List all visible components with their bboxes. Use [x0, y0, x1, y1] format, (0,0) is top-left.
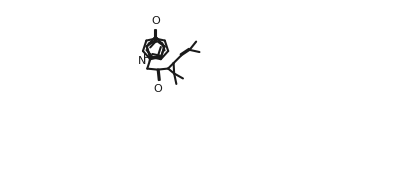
Text: O: O — [153, 84, 162, 94]
Text: N: N — [138, 56, 146, 66]
Text: O: O — [151, 16, 160, 26]
Text: H: H — [143, 54, 151, 64]
